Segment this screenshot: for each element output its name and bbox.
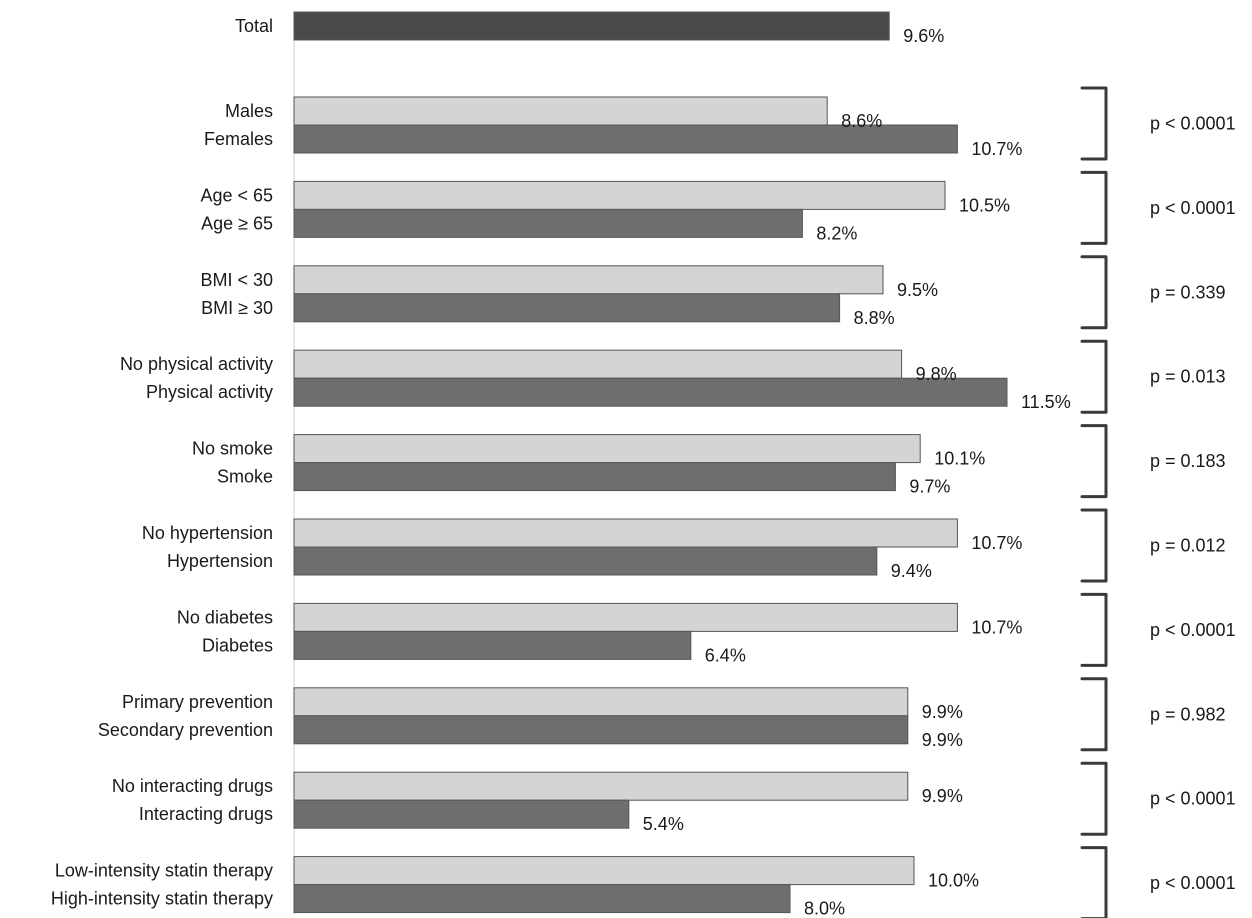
- bar-group-6-row-0: [293, 602, 958, 632]
- category-label-0-0: Males: [225, 101, 273, 121]
- bracket-0: [1080, 86, 1108, 161]
- bar-group-1-row-0: [293, 180, 946, 210]
- category-label-0-1: Females: [204, 129, 273, 149]
- category-label-6-1: Diabetes: [202, 635, 273, 655]
- category-label-5-1: Hypertension: [167, 551, 273, 571]
- category-label-6-0: No diabetes: [177, 607, 273, 627]
- bracket-8: [1080, 761, 1108, 836]
- p-value-label-8: p < 0.0001: [1150, 789, 1236, 809]
- category-label-3-1: Physical activity: [146, 382, 273, 402]
- p-value-label-0: p < 0.0001: [1150, 114, 1236, 134]
- bracket-1: [1080, 170, 1108, 245]
- category-label-1-0: Age < 65: [200, 185, 273, 205]
- bar-group-0-row-0: [293, 96, 828, 126]
- bar-group-5-row-1: [293, 546, 878, 576]
- value-label-8-1: 5.4%: [643, 814, 684, 834]
- p-value-label-6: p < 0.0001: [1150, 620, 1236, 640]
- p-value-label-3: p = 0.013: [1150, 367, 1226, 387]
- bar-group-3-row-0: [293, 349, 903, 379]
- value-label-0-1: 10.7%: [971, 139, 1022, 159]
- bar-group-8-row-1: [293, 799, 630, 829]
- value-label-9-1: 8.0%: [804, 899, 845, 918]
- value-label-1-1: 8.2%: [816, 223, 857, 243]
- value-label-7-0: 9.9%: [922, 702, 963, 722]
- value-label-4-1: 9.7%: [909, 477, 950, 497]
- bar-group-2-row-1: [293, 293, 841, 323]
- bracket-2: [1080, 255, 1108, 330]
- total-value-label: 9.6%: [903, 26, 944, 46]
- bar-group-8-row-0: [293, 771, 909, 801]
- total-bar: [293, 11, 890, 41]
- category-label-1-1: Age ≥ 65: [201, 213, 273, 233]
- value-label-7-1: 9.9%: [922, 730, 963, 750]
- p-value-label-5: p = 0.012: [1150, 536, 1226, 556]
- value-label-3-1: 11.5%: [1021, 392, 1071, 412]
- bars-layer: [293, 11, 1008, 914]
- value-label-6-0: 10.7%: [971, 617, 1022, 637]
- bar-group-9-row-0: [293, 856, 915, 886]
- category-label-7-1: Secondary prevention: [98, 720, 273, 740]
- bar-group-5-row-0: [293, 518, 958, 548]
- bar-group-7-row-1: [293, 715, 909, 745]
- value-label-2-0: 9.5%: [897, 280, 938, 300]
- bracket-6: [1080, 592, 1108, 667]
- value-label-9-0: 10.0%: [928, 871, 979, 891]
- category-label-9-1: High-intensity statin therapy: [51, 889, 273, 909]
- bar-group-9-row-1: [293, 884, 791, 914]
- bracket-7: [1080, 677, 1108, 752]
- p-value-label-9: p < 0.0001: [1150, 873, 1236, 893]
- p-value-label-7: p = 0.982: [1150, 704, 1226, 724]
- value-label-1-0: 10.5%: [959, 195, 1010, 215]
- category-label-8-0: No interacting drugs: [112, 776, 273, 796]
- category-label-4-1: Smoke: [217, 467, 273, 487]
- category-label-2-1: BMI ≥ 30: [201, 298, 273, 318]
- category-label-4-0: No smoke: [192, 439, 273, 459]
- bar-group-0-row-1: [293, 124, 958, 154]
- labels-layer: Total 9.6% Males 8.6% Females 10.7% Age < 65 10…: [51, 16, 1071, 918]
- value-label-3-0: 9.8%: [916, 364, 957, 384]
- bracket-4: [1080, 424, 1108, 499]
- value-label-5-0: 10.7%: [971, 533, 1022, 553]
- value-label-0-0: 8.6%: [841, 111, 882, 131]
- p-value-label-2: p = 0.339: [1150, 282, 1226, 302]
- bar-group-4-row-1: [293, 462, 896, 492]
- bar-group-6-row-1: [293, 630, 692, 660]
- bar-group-7-row-0: [293, 687, 909, 717]
- p-value-label-4: p = 0.183: [1150, 451, 1226, 471]
- category-label-5-0: No hypertension: [142, 523, 273, 543]
- value-label-6-1: 6.4%: [705, 645, 746, 665]
- category-label-8-1: Interacting drugs: [139, 804, 273, 824]
- value-label-8-0: 9.9%: [922, 786, 963, 806]
- bar-group-1-row-1: [293, 208, 803, 238]
- brackets-layer: p < 0.0001 p < 0.0001 p = 0.339 p = 0.013 p …: [1080, 86, 1236, 918]
- total-category-label: Total: [235, 16, 273, 36]
- category-label-9-0: Low-intensity statin therapy: [55, 861, 273, 881]
- bar-group-4-row-0: [293, 434, 921, 464]
- bracket-3: [1080, 339, 1108, 414]
- bar-group-3-row-1: [293, 377, 1008, 407]
- category-label-3-0: No physical activity: [120, 354, 273, 374]
- bracket-9: [1080, 846, 1108, 918]
- value-label-2-1: 8.8%: [854, 308, 895, 328]
- category-label-7-0: Primary prevention: [122, 692, 273, 712]
- value-label-5-1: 9.4%: [891, 561, 932, 581]
- p-value-label-1: p < 0.0001: [1150, 198, 1236, 218]
- category-label-2-0: BMI < 30: [200, 270, 273, 290]
- bracket-5: [1080, 508, 1108, 583]
- value-label-4-0: 10.1%: [934, 449, 985, 469]
- bar-group-2-row-0: [293, 265, 884, 295]
